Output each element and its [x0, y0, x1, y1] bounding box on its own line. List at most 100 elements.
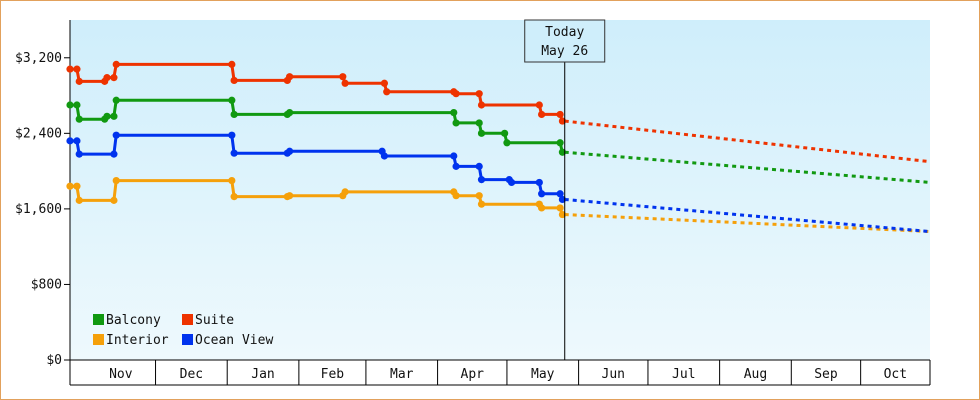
- data-point: [556, 204, 564, 212]
- data-point: [230, 76, 238, 85]
- data-point: [75, 115, 83, 123]
- data-point: [558, 148, 567, 156]
- data-point: [452, 119, 460, 127]
- data-point: [103, 112, 111, 120]
- x-tick-label: Aug: [744, 367, 767, 382]
- data-point: [228, 131, 236, 139]
- data-point: [450, 108, 458, 117]
- data-point: [286, 73, 294, 81]
- y-tick-label: $800: [31, 277, 62, 292]
- data-point: [339, 73, 347, 81]
- data-point: [75, 77, 83, 85]
- data-point: [475, 192, 483, 200]
- x-tick-label: Jul: [672, 367, 695, 382]
- data-point: [538, 204, 546, 212]
- data-point: [475, 119, 483, 127]
- data-point: [341, 79, 349, 87]
- series-forecast-3: [564, 197, 931, 234]
- legend-swatch-3: [182, 334, 193, 345]
- legend-label-2: Interior: [106, 333, 169, 348]
- data-point: [535, 178, 543, 187]
- x-axis: Nov Dec Jan Feb Mar Apr May Jun Jul Aug Sep Oct: [69, 359, 931, 386]
- data-point: [286, 147, 294, 155]
- x-tick-label: Feb: [321, 367, 345, 382]
- data-point: [228, 60, 236, 68]
- legend-label-3: Ocean View: [195, 333, 273, 348]
- y-axis: $0 $800 $1,600 $2,400 $3,200: [15, 20, 71, 368]
- data-point: [558, 195, 567, 204]
- data-point: [73, 65, 81, 73]
- legend-swatch-2: [93, 334, 104, 345]
- data-point: [112, 176, 120, 185]
- legend-swatch-0: [93, 314, 104, 325]
- data-point: [75, 196, 83, 204]
- today-date: May 26: [541, 44, 588, 59]
- data-point: [103, 74, 111, 82]
- data-point: [556, 110, 564, 119]
- legend-label-0: Balcony: [106, 313, 161, 328]
- data-point: [110, 196, 118, 204]
- data-point: [230, 110, 238, 119]
- x-tick-label: Dec: [180, 367, 203, 382]
- y-tick-label: $3,200: [15, 51, 62, 66]
- series-forecast-1: [564, 119, 931, 164]
- data-point: [452, 192, 460, 200]
- data-point: [112, 60, 120, 68]
- data-point: [477, 129, 486, 137]
- data-point: [75, 150, 83, 158]
- x-tick-label: Nov: [109, 367, 133, 382]
- x-tick-label: Oct: [884, 367, 907, 382]
- data-point: [228, 176, 236, 185]
- data-point: [538, 190, 546, 198]
- y-tick-label: $0: [46, 353, 62, 368]
- data-point: [112, 96, 120, 104]
- data-point: [558, 210, 567, 219]
- data-point: [230, 193, 238, 201]
- data-point: [503, 139, 511, 147]
- data-point: [110, 150, 118, 158]
- x-tick-label: Sep: [814, 367, 838, 382]
- legend-label-1: Suite: [195, 313, 234, 328]
- data-point: [230, 149, 238, 157]
- data-point: [341, 188, 349, 196]
- series-line-3: [70, 133, 565, 201]
- data-point: [66, 137, 74, 145]
- data-point: [228, 96, 236, 104]
- data-point: [73, 182, 81, 190]
- data-point: [477, 176, 486, 184]
- data-point: [507, 178, 516, 187]
- data-point: [538, 110, 546, 119]
- data-point: [477, 101, 486, 109]
- y-tick-label: $2,400: [15, 126, 62, 141]
- series-lines: [66, 60, 931, 234]
- series-forecast-0: [564, 150, 931, 184]
- x-tick-label: Apr: [461, 367, 485, 382]
- data-point: [475, 90, 483, 98]
- data-point: [556, 190, 564, 198]
- legend-swatch-1: [182, 314, 193, 325]
- today-box: [524, 19, 606, 63]
- data-point: [286, 192, 294, 200]
- data-point: [110, 74, 118, 82]
- data-point: [452, 162, 460, 170]
- y-tick-label: $1,600: [15, 202, 62, 217]
- data-point: [66, 101, 74, 109]
- data-point: [556, 139, 564, 147]
- data-point: [475, 162, 483, 170]
- data-point: [66, 182, 74, 190]
- data-point: [477, 200, 486, 208]
- data-point: [383, 88, 391, 96]
- data-point: [558, 117, 567, 125]
- data-point: [450, 152, 458, 160]
- data-point: [501, 129, 509, 137]
- data-point: [73, 101, 81, 109]
- data-point: [380, 79, 389, 87]
- x-tick-label: Mar: [390, 367, 414, 382]
- series-forecast-2: [564, 213, 931, 234]
- data-point: [452, 90, 460, 98]
- x-tick-label: Jan: [251, 367, 274, 382]
- legend: Balcony Suite Interior Ocean View: [93, 313, 273, 348]
- data-point: [380, 152, 389, 160]
- plot-area: [70, 20, 930, 360]
